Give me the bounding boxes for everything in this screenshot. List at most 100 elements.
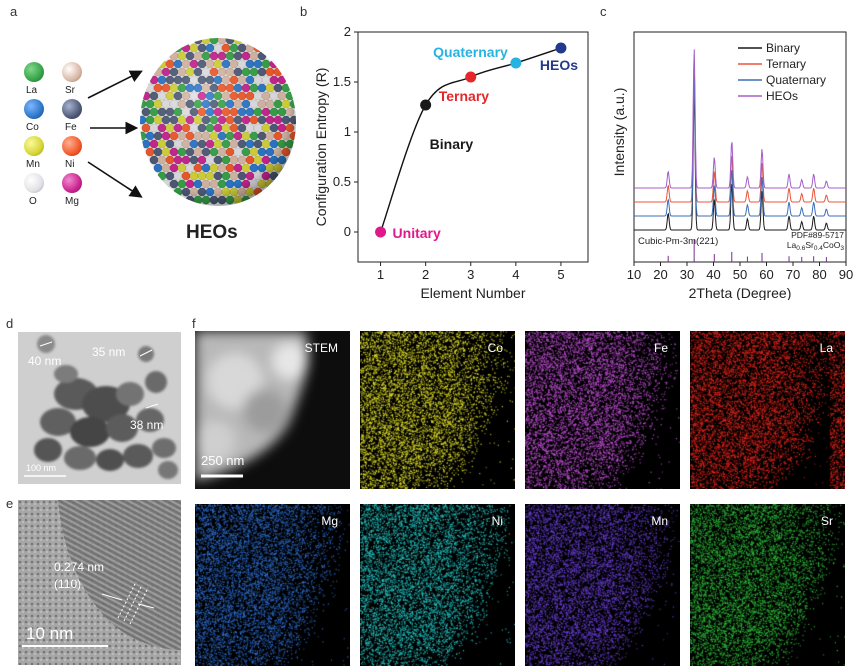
legend-label-heos: HEOs — [766, 89, 798, 103]
map-label-mn: Mn — [651, 514, 668, 528]
x-tick-label: 3 — [467, 267, 474, 282]
legend-label-quaternary: Quaternary — [766, 73, 826, 87]
element-ball-mn — [24, 136, 44, 156]
element-ball-co — [24, 99, 44, 119]
hrtem-plane: (110) — [54, 577, 82, 591]
element-label-la: La — [26, 85, 38, 96]
y-tick-label: 0 — [344, 224, 351, 239]
x-tick-label: 10 — [627, 267, 641, 282]
entropy-point-quaternary — [510, 57, 522, 69]
entropy-label-quaternary: Quaternary — [433, 44, 508, 60]
hrtem-scale-label: 10 nm — [26, 624, 74, 643]
y-tick-label: 1 — [344, 124, 351, 139]
x-axis-label: Element Number — [420, 285, 525, 300]
heo-sphere — [140, 38, 296, 206]
x-axis-label: 2Theta (Degree) — [689, 285, 792, 300]
x-tick-label: 60 — [759, 267, 773, 282]
y-axis-label: Intensity (a.u.) — [611, 88, 627, 177]
x-tick-label: 20 — [653, 267, 667, 282]
eds-map-mn: Mn — [525, 504, 680, 666]
element-label-co: Co — [26, 122, 39, 133]
x-tick-label: 1 — [377, 267, 384, 282]
reference-formula: La0.6Sr0.4CoO3 — [787, 240, 845, 252]
map-label-ni: Ni — [491, 514, 503, 528]
entropy-point-ternary — [465, 71, 477, 83]
plot-frame — [357, 31, 589, 263]
element-ball-o — [24, 173, 44, 193]
map-label-fe: Fe — [653, 341, 668, 355]
tem-label-38nm: 38 nm — [130, 418, 164, 432]
entropy-chart: 1 2 3 4 5 0 0.5 1 1.5 2 Element Number Configuratio… — [313, 24, 589, 300]
element-ball-mg — [62, 173, 82, 193]
reference-pdf: PDF#89-5717 — [791, 230, 844, 240]
entropy-label-unitary: Unitary — [393, 225, 441, 241]
legend-label-binary: Binary — [766, 41, 800, 55]
tem-label-35nm: 35 nm — [92, 345, 126, 359]
xrd-series-heos — [634, 49, 846, 189]
y-tick-label: 0.5 — [333, 174, 351, 189]
panel-label-e: e — [6, 496, 14, 511]
eds-map-sr: Sr — [690, 504, 845, 666]
panel-a-arrows — [87, 70, 143, 198]
map-label-mg: Mg — [321, 514, 338, 528]
arrow-top — [87, 70, 143, 99]
eds-map-mg: Mg — [195, 504, 350, 666]
x-tick-label: 5 — [557, 267, 564, 282]
reference-phase: Cubic-Pm-3m(221) — [638, 236, 718, 247]
xrd-series-ternary — [634, 63, 846, 203]
element-ball-ni — [62, 136, 82, 156]
tem-image: 40 nm 35 nm 38 nm 100 nm — [18, 332, 181, 484]
element-label-mn: Mn — [26, 159, 40, 170]
panel-label-f: f — [192, 316, 196, 331]
entropy-curve — [379, 47, 562, 233]
x-tick-label: 30 — [680, 267, 694, 282]
element-label-o: O — [29, 196, 37, 207]
entropy-label-heos: HEOs — [540, 57, 578, 73]
stem-scale-label: 250 nm — [201, 453, 245, 468]
arrow-bottom — [87, 161, 143, 198]
tem-label-40nm: 40 nm — [28, 354, 62, 368]
element-label-sr: Sr — [65, 85, 75, 96]
plot-frame — [633, 31, 847, 263]
y-tick-label: 1.5 — [333, 74, 351, 89]
x-tick-label: 70 — [786, 267, 800, 282]
eds-map-co: Co — [360, 331, 515, 489]
element-label-ni: Ni — [65, 159, 75, 170]
stem-image: STEM 250 nm — [195, 331, 350, 489]
entropy-point-heos — [555, 42, 567, 54]
x-tick-label: 90 — [839, 267, 853, 282]
legend-label-ternary: Ternary — [766, 57, 806, 71]
x-tick-label: 4 — [512, 267, 519, 282]
map-label-stem: STEM — [304, 341, 338, 355]
x-tick-label: 2 — [422, 267, 429, 282]
x-tick-label: 80 — [812, 267, 826, 282]
panel-label-a: a — [10, 4, 18, 19]
panel-a-element-legend: La Sr Co Fe Mn Ni O Mg — [20, 62, 100, 212]
xrd-series-quaternary — [634, 77, 846, 217]
hrtem-lattice — [18, 500, 181, 665]
tem-particles — [18, 332, 181, 484]
element-label-fe: Fe — [65, 122, 77, 133]
element-label-mg: Mg — [65, 196, 79, 207]
panel-label-b: b — [300, 4, 308, 19]
element-ball-la — [24, 62, 44, 82]
entropy-point-binary — [420, 99, 432, 111]
map-label-sr: Sr — [821, 514, 833, 528]
map-label-la: La — [819, 341, 833, 355]
entropy-point-unitary — [375, 226, 387, 238]
eds-map-la: La — [690, 331, 845, 489]
y-tick-label: 2 — [344, 24, 351, 39]
element-ball-sr — [62, 62, 82, 82]
eds-map-fe: Fe — [525, 331, 680, 489]
element-ball-fe — [62, 99, 82, 119]
xrd-chart: 10 20 30 40 50 60 70 80 90 2Theta (Degree) Intensi… — [611, 31, 853, 300]
eds-map-ni: Ni — [360, 504, 515, 666]
entropy-label-binary: Binary — [430, 136, 474, 152]
map-label-co: Co — [487, 341, 503, 355]
hrtem-image: 0.274 nm (110) 10 nm — [18, 500, 181, 665]
panel-label-d: d — [6, 316, 14, 331]
xrd-series-binary — [634, 91, 846, 231]
tem-scale-label: 100 nm — [26, 463, 57, 473]
panel-label-c: c — [600, 4, 607, 19]
hrtem-spacing: 0.274 nm — [54, 560, 105, 574]
